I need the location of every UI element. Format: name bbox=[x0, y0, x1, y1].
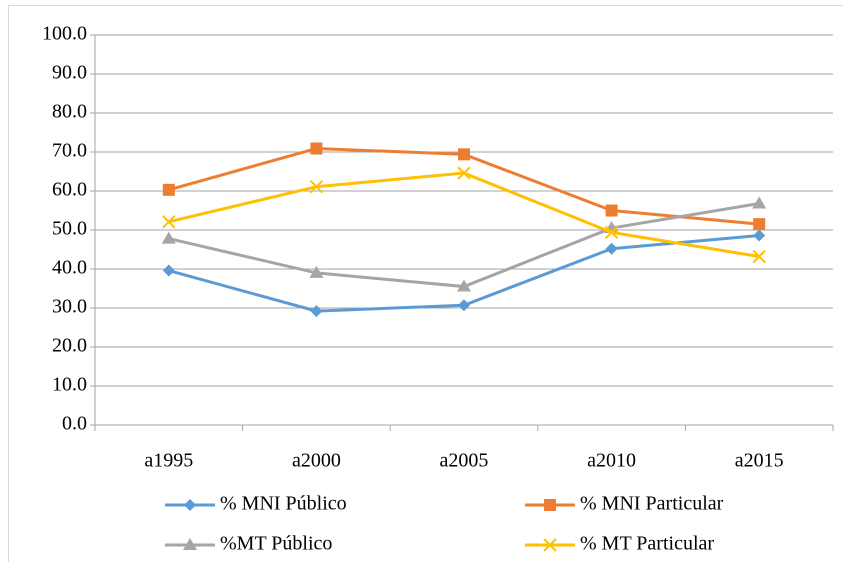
y-tick-label: 100.0 bbox=[42, 23, 87, 45]
data-point bbox=[604, 225, 619, 240]
data-point bbox=[605, 204, 618, 217]
y-tick-label: 70.0 bbox=[52, 140, 87, 162]
y-tick-label: 80.0 bbox=[52, 101, 87, 123]
y-tick-label: 20.0 bbox=[52, 335, 87, 357]
data-point bbox=[753, 229, 766, 242]
legend-label: % MNI Público bbox=[220, 493, 347, 515]
data-point bbox=[458, 299, 470, 312]
data-point bbox=[752, 249, 766, 264]
legend-marker bbox=[543, 538, 557, 552]
data-point bbox=[458, 148, 470, 161]
legend-label: % MT Particular bbox=[580, 533, 714, 555]
x-tick-label: a2005 bbox=[440, 450, 489, 472]
data-point bbox=[162, 183, 175, 196]
data-point bbox=[161, 231, 176, 244]
data-point bbox=[457, 166, 471, 180]
data-point bbox=[162, 264, 175, 277]
legend-marker bbox=[184, 499, 196, 511]
x-tick-label: a1995 bbox=[144, 450, 193, 472]
y-tick-label: 40.0 bbox=[52, 257, 87, 279]
y-tick-label: 0.0 bbox=[62, 413, 87, 435]
y-tick-label: 30.0 bbox=[52, 296, 87, 318]
y-tick-label: 60.0 bbox=[52, 179, 87, 201]
y-tick-label: 50.0 bbox=[52, 218, 87, 240]
x-tick-label: a2000 bbox=[292, 450, 341, 472]
data-point bbox=[605, 242, 618, 255]
data-point bbox=[309, 180, 324, 194]
legend-label: % MNI Particular bbox=[580, 493, 724, 515]
legend-label: %MT Público bbox=[220, 533, 332, 555]
data-point bbox=[310, 142, 323, 155]
data-point bbox=[753, 218, 766, 231]
x-tick-label: a2015 bbox=[735, 450, 784, 472]
data-point bbox=[457, 279, 471, 292]
y-tick-label: 10.0 bbox=[52, 374, 87, 396]
data-point bbox=[310, 305, 323, 318]
data-point bbox=[752, 196, 767, 209]
data-point bbox=[162, 215, 176, 229]
y-tick-label: 90.0 bbox=[52, 62, 87, 84]
legend-marker bbox=[183, 538, 197, 550]
legend-marker bbox=[544, 499, 556, 511]
data-point bbox=[309, 265, 324, 278]
x-tick-label: a2010 bbox=[587, 450, 636, 472]
